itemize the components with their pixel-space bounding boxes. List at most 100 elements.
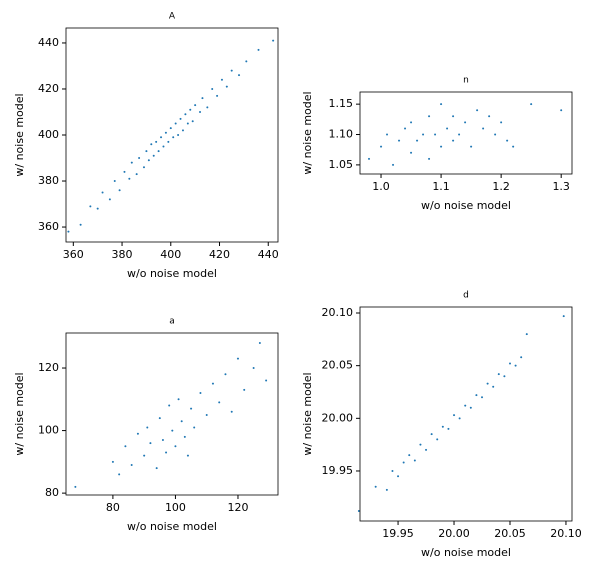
y-tick-label: 20.10 [322, 306, 354, 319]
point [180, 420, 183, 423]
x-tick-label: 80 [106, 501, 120, 514]
point [150, 143, 153, 146]
point [410, 151, 413, 154]
point [179, 117, 182, 120]
y-axis-label: w/ noise model [13, 372, 26, 455]
point [118, 189, 121, 192]
point [135, 173, 138, 176]
point [130, 463, 133, 466]
point [169, 127, 172, 130]
x-tick-label: 1.3 [552, 180, 570, 193]
point [172, 136, 175, 139]
x-tick-label: 440 [258, 248, 279, 261]
point [191, 120, 194, 123]
point [422, 133, 425, 136]
point [497, 373, 500, 376]
point [225, 85, 228, 88]
point [408, 454, 411, 457]
point [520, 356, 523, 359]
panel-title: d [463, 291, 469, 301]
point [149, 442, 152, 445]
point [177, 134, 180, 136]
point [464, 121, 467, 124]
point [425, 448, 428, 451]
point [503, 375, 506, 378]
point [136, 432, 139, 435]
panel-title: n [463, 76, 469, 86]
y-tick-label: 1.05 [329, 158, 354, 171]
point [257, 48, 260, 51]
axes-frame [65, 27, 279, 243]
x-tick-label: 360 [63, 248, 84, 261]
x-tick-label: 20.00 [438, 527, 470, 540]
y-tick-label: 360 [38, 220, 59, 233]
x-tick-label: 120 [227, 501, 248, 514]
point [186, 454, 189, 457]
point [184, 113, 187, 116]
point [142, 166, 145, 169]
y-tick-label: 19.95 [322, 464, 354, 477]
point [174, 122, 177, 125]
point [138, 157, 141, 160]
point [452, 139, 455, 142]
x-axis-label: w/o noise model [421, 199, 511, 212]
point [89, 205, 92, 208]
point [165, 451, 168, 454]
x-tick-label: 20.05 [494, 527, 526, 540]
point [428, 115, 431, 118]
point [186, 122, 189, 125]
point [458, 133, 461, 136]
point [416, 139, 419, 142]
point [174, 445, 177, 448]
point [500, 121, 503, 124]
point [385, 488, 388, 491]
y-tick-label: 1.10 [329, 128, 354, 141]
point [162, 145, 165, 148]
point [183, 435, 186, 438]
point [160, 136, 163, 139]
point [96, 207, 99, 210]
point [220, 78, 223, 81]
point [167, 140, 170, 143]
y-axis-label: w/ noise model [13, 93, 26, 176]
point [245, 60, 248, 63]
point [446, 127, 449, 130]
point [155, 140, 158, 143]
x-axis-label: w/o noise model [421, 546, 511, 559]
point [123, 170, 126, 173]
point [494, 133, 497, 136]
y-tick-label: 380 [38, 174, 59, 187]
point [201, 97, 204, 100]
x-tick-label: 400 [160, 248, 181, 261]
y-tick-label: 1.15 [329, 97, 354, 110]
x-tick-label: 1.0 [372, 180, 390, 193]
x-tick-label: 1.2 [492, 180, 510, 193]
point [440, 145, 443, 148]
point [391, 469, 394, 472]
point [111, 460, 114, 463]
point [464, 404, 467, 407]
point [441, 425, 444, 428]
point [243, 388, 246, 391]
point [155, 467, 158, 470]
point [145, 150, 148, 153]
point [199, 110, 202, 113]
point [492, 385, 495, 388]
point [508, 362, 511, 365]
point [434, 133, 437, 136]
y-tick-label: 120 [38, 361, 59, 374]
axes-frame [359, 91, 573, 175]
point [413, 459, 416, 462]
point [410, 121, 413, 124]
point [470, 145, 473, 148]
point [238, 74, 241, 77]
point [397, 475, 400, 478]
point [488, 115, 491, 118]
point [436, 438, 439, 441]
point [199, 392, 202, 395]
point [67, 230, 70, 233]
y-tick-label: 440 [38, 36, 59, 49]
y-tick-label: 400 [38, 128, 59, 141]
point [458, 417, 461, 420]
y-tick-label: 20.05 [322, 359, 354, 372]
